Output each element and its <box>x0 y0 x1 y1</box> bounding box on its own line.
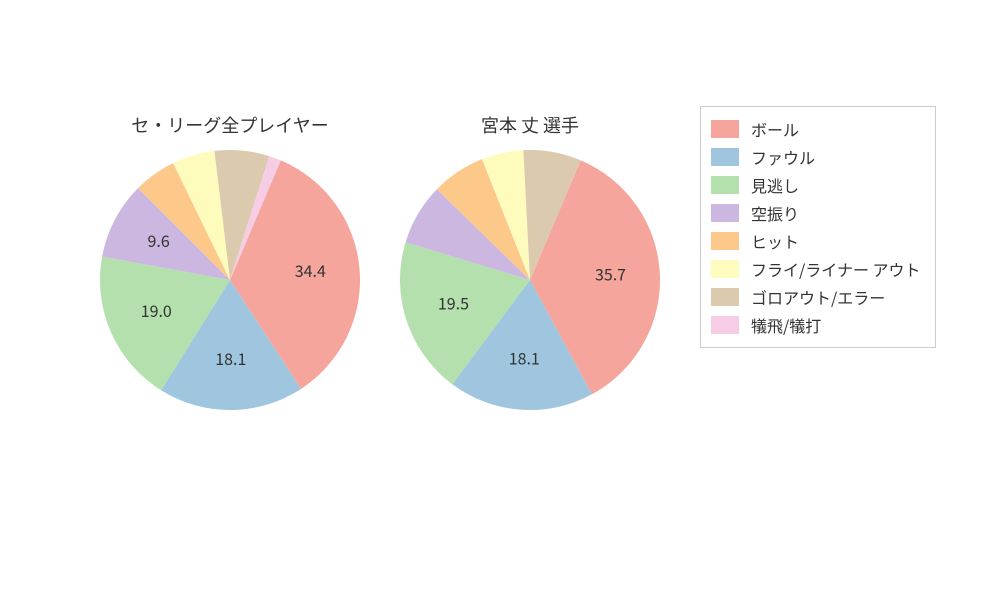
legend-label-swinging: 空振り <box>751 201 799 225</box>
pie-svg: 34.4 18.1 19.0 9.6 <box>90 140 370 420</box>
legend-item-foul: ファウル <box>711 143 921 171</box>
pie-label-looking: 19.5 <box>438 291 469 315</box>
pie-label-foul: 18.1 <box>215 346 246 370</box>
pie-label-looking: 19.0 <box>141 298 172 322</box>
pie-label-foul: 18.1 <box>509 346 540 370</box>
legend-label-foul: ファウル <box>751 145 815 169</box>
pie-title-player: 宮本 丈 選手 <box>390 112 670 138</box>
legend-swatch-hit <box>711 232 739 250</box>
legend-label-fly_liner: フライ/ライナー アウト <box>751 257 921 281</box>
pie-chart-player: 35.7 18.1 19.5 <box>390 140 670 425</box>
legend-label-hit: ヒット <box>751 229 799 253</box>
pie-label-swinging: 9.6 <box>148 228 170 252</box>
legend-item-fly_liner: フライ/ライナー アウト <box>711 255 921 283</box>
pie-label-ball: 35.7 <box>595 261 626 285</box>
legend-label-ground_err: ゴロアウト/エラー <box>751 285 885 309</box>
pie-svg: 35.7 18.1 19.5 <box>390 140 670 420</box>
legend-swatch-ground_err <box>711 288 739 306</box>
legend-swatch-ball <box>711 120 739 138</box>
legend-item-hit: ヒット <box>711 227 921 255</box>
pie-title-league: セ・リーグ全プレイヤー <box>90 112 370 138</box>
legend-item-swinging: 空振り <box>711 199 921 227</box>
legend-swatch-looking <box>711 176 739 194</box>
legend-label-looking: 見逃し <box>751 173 799 197</box>
legend-item-ball: ボール <box>711 115 921 143</box>
legend-swatch-sac <box>711 316 739 334</box>
legend-label-sac: 犠飛/犠打 <box>751 313 821 337</box>
legend-item-looking: 見逃し <box>711 171 921 199</box>
legend-swatch-swinging <box>711 204 739 222</box>
legend: ボールファウル見逃し空振りヒットフライ/ライナー アウトゴロアウト/エラー犠飛/… <box>700 106 936 348</box>
pie-label-ball: 34.4 <box>295 258 326 282</box>
legend-item-ground_err: ゴロアウト/エラー <box>711 283 921 311</box>
legend-item-sac: 犠飛/犠打 <box>711 311 921 339</box>
pie-chart-league: 34.4 18.1 19.0 9.6 <box>90 140 370 425</box>
chart-stage: セ・リーグ全プレイヤー 宮本 丈 選手 34.4 18.1 19.0 9.6 35.7… <box>0 0 1000 600</box>
legend-swatch-fly_liner <box>711 260 739 278</box>
legend-swatch-foul <box>711 148 739 166</box>
legend-label-ball: ボール <box>751 117 799 141</box>
